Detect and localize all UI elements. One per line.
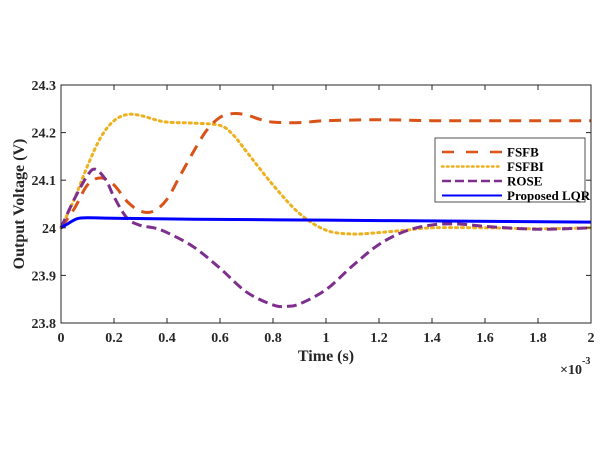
plot-background bbox=[61, 85, 591, 323]
series-line-proposed-lqr bbox=[60, 216, 592, 230]
x-tick-label: 0.6 bbox=[211, 331, 229, 346]
x-tick-labels: 0 0.2 0.4 0.6 0.8 1 1.2 1.4 1.6 1.8 2 bbox=[58, 331, 595, 346]
x-tick-label: 1.8 bbox=[529, 331, 547, 346]
x-tick-label: 2 bbox=[588, 331, 595, 346]
x-tick-label: 0.8 bbox=[264, 331, 282, 346]
y-tick-label: 24.3 bbox=[32, 79, 57, 94]
x-tick-label: 1.4 bbox=[423, 331, 441, 346]
legend-label: FSFB bbox=[507, 145, 539, 160]
x-exponent-power: -3 bbox=[582, 356, 590, 367]
legend-label: Proposed LQR bbox=[507, 188, 591, 203]
series-layer bbox=[59, 111, 593, 309]
y-tick-label: 24.1 bbox=[32, 174, 57, 189]
legend-label: ROSE bbox=[507, 174, 542, 189]
series-line-fsfbi bbox=[59, 112, 593, 236]
series-line-fsfb bbox=[59, 111, 591, 229]
legend-label: FSFBI bbox=[507, 159, 544, 174]
x-exponent: ×10 -3 bbox=[560, 356, 590, 378]
x-tick-label: 0 bbox=[58, 331, 65, 346]
x-tick-label: 1 bbox=[323, 331, 330, 346]
tick-layer bbox=[60, 84, 592, 324]
series-line-rose bbox=[59, 167, 592, 309]
y-tick-label: 23.8 bbox=[32, 317, 57, 332]
y-tick-label: 24 bbox=[42, 222, 56, 237]
y-axis-title: Output Voltage (V) bbox=[11, 139, 28, 270]
x-exponent-base: ×10 bbox=[560, 363, 582, 378]
x-axis-title: Time (s) bbox=[298, 348, 354, 365]
x-tick-label: 1.6 bbox=[476, 331, 494, 346]
y-tick-label: 24.2 bbox=[32, 127, 57, 142]
x-tick-label: 0.2 bbox=[105, 331, 123, 346]
y-tick-labels: 23.8 23.9 24 24.1 24.2 24.3 bbox=[32, 79, 57, 332]
x-tick-label: 1.2 bbox=[370, 331, 388, 346]
y-tick-label: 23.9 bbox=[32, 269, 57, 284]
legend-box bbox=[434, 137, 586, 203]
x-tick-label: 0.4 bbox=[158, 331, 176, 346]
